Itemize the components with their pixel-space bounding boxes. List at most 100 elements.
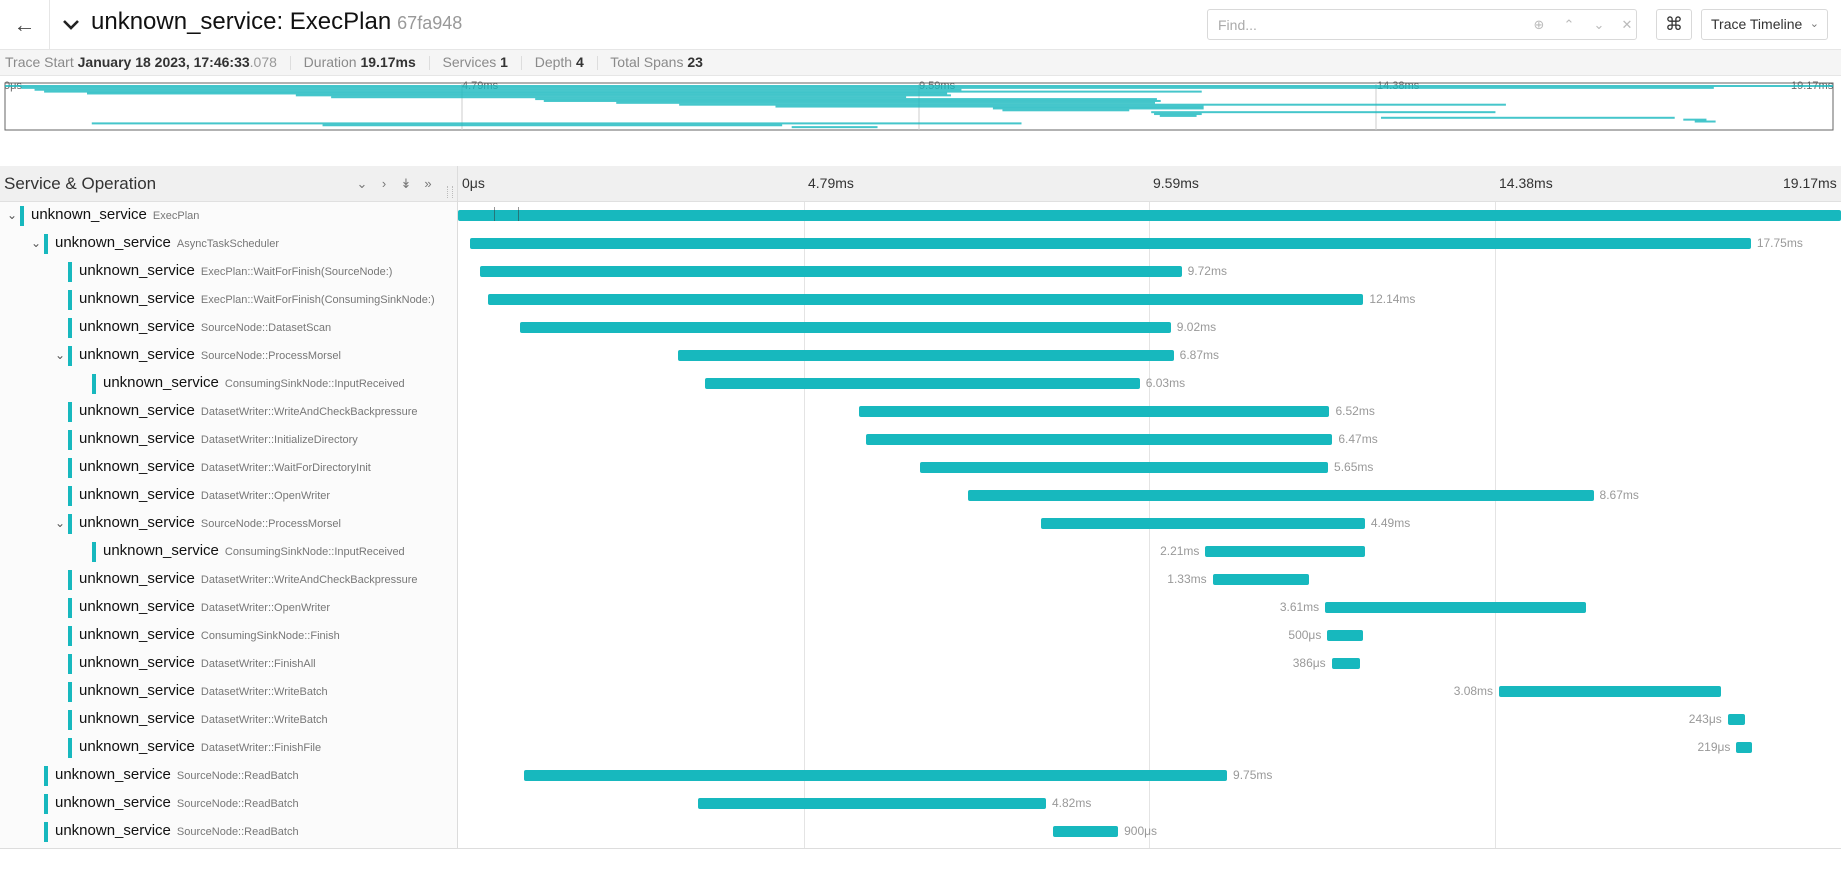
chevron-down-icon[interactable]: ⌄ bbox=[1593, 17, 1605, 32]
back-button[interactable]: ← bbox=[0, 0, 50, 50]
span-service-name[interactable]: unknown_service DatasetWriter::OpenWriter bbox=[79, 486, 330, 503]
locate-icon[interactable]: ⊕ bbox=[1533, 17, 1545, 32]
span-bar[interactable] bbox=[698, 798, 1046, 809]
span-row[interactable]: unknown_service DatasetWriter::OpenWriter… bbox=[0, 482, 1841, 510]
span-row[interactable]: unknown_service DatasetWriter::WaitForDir… bbox=[0, 454, 1841, 482]
span-row[interactable]: unknown_service SourceNode::ReadBatch 9.75… bbox=[0, 762, 1841, 790]
span-service-name[interactable]: unknown_service AsyncTaskScheduler bbox=[55, 234, 279, 251]
span-bar[interactable] bbox=[968, 490, 1594, 501]
span-row[interactable]: unknown_service DatasetWriter::WriteAndCh… bbox=[0, 398, 1841, 426]
view-mode-select[interactable]: Trace Timeline ⌄ bbox=[1701, 9, 1828, 40]
span-toggle-icon[interactable]: ⌄ bbox=[30, 236, 42, 250]
chevron-down-icon[interactable] bbox=[61, 14, 81, 34]
span-service-name[interactable]: unknown_service ExecPlan bbox=[31, 206, 199, 223]
span-bar[interactable] bbox=[520, 322, 1171, 333]
span-row[interactable]: unknown_service ExecPlan::WaitForFinish(C… bbox=[0, 286, 1841, 314]
span-bar[interactable] bbox=[1053, 826, 1119, 837]
span-bar[interactable] bbox=[487, 294, 1364, 305]
span-service-name[interactable]: unknown_service SourceNode::ReadBatch bbox=[55, 822, 299, 839]
span-bar[interactable] bbox=[523, 770, 1228, 781]
span-service-name[interactable]: unknown_service SourceNode::ReadBatch bbox=[55, 794, 299, 811]
close-icon[interactable]: ✕ bbox=[1621, 17, 1633, 32]
span-row[interactable]: unknown_service ExecPlan::WaitForFinish(S… bbox=[0, 258, 1841, 286]
span-row[interactable]: ⌄ unknown_service AsyncTaskScheduler 17.75m… bbox=[0, 230, 1841, 258]
span-log-marker[interactable] bbox=[518, 207, 519, 221]
span-service-name[interactable]: unknown_service DatasetWriter::WriteBatch bbox=[79, 710, 328, 727]
span-bar[interactable] bbox=[1331, 658, 1360, 669]
span-service-name[interactable]: unknown_service SourceNode::ReadBatch bbox=[55, 766, 299, 783]
span-service-name[interactable]: unknown_service DatasetWriter::WaitForDir… bbox=[79, 458, 371, 475]
collapse-all-icon[interactable]: ↡ bbox=[400, 176, 412, 191]
span-row[interactable]: unknown_service SourceNode::DatasetScan 9.… bbox=[0, 314, 1841, 342]
span-service-name[interactable]: unknown_service SourceNode::ProcessMorsel bbox=[79, 346, 341, 363]
span-service-name[interactable]: unknown_service DatasetWriter::FinishFile bbox=[79, 738, 321, 755]
span-bar[interactable] bbox=[480, 266, 1182, 277]
span-service-name[interactable]: unknown_service ConsumingSinkNode::InputR… bbox=[103, 542, 405, 559]
span-row[interactable]: unknown_service DatasetWriter::FinishFile… bbox=[0, 734, 1841, 762]
span-service-name[interactable]: unknown_service DatasetWriter::Initialize… bbox=[79, 430, 358, 447]
span-service-name[interactable]: unknown_service DatasetWriter::OpenWriter bbox=[79, 598, 330, 615]
span-service-name[interactable]: unknown_service ExecPlan::WaitForFinish(C… bbox=[79, 290, 435, 307]
span-log-marker[interactable] bbox=[494, 207, 495, 221]
keyboard-shortcuts-button[interactable]: ⌘ bbox=[1656, 9, 1692, 40]
operation-name: DatasetWriter::OpenWriter bbox=[200, 602, 331, 614]
find-input[interactable] bbox=[1218, 16, 1518, 34]
expand-all-icon[interactable]: » bbox=[424, 176, 432, 191]
span-row[interactable]: ⌄ unknown_service ExecPlan bbox=[0, 202, 1841, 230]
span-bar[interactable] bbox=[1727, 714, 1746, 725]
span-service-name[interactable]: unknown_service ConsumingSinkNode::Finish bbox=[79, 626, 340, 643]
span-bar[interactable] bbox=[470, 238, 1751, 249]
span-service-name[interactable]: unknown_service SourceNode::ProcessMorsel bbox=[79, 514, 341, 531]
span-row[interactable]: unknown_service SourceNode::ReadBatch 900μ… bbox=[0, 818, 1841, 846]
span-toggle-icon[interactable]: ⌄ bbox=[54, 348, 66, 362]
span-service-name[interactable]: unknown_service DatasetWriter::WriteBatch bbox=[79, 682, 328, 699]
span-bar[interactable] bbox=[859, 406, 1330, 417]
chevron-up-icon[interactable]: ⌃ bbox=[1563, 17, 1575, 32]
span-bar[interactable] bbox=[920, 462, 1329, 473]
span-row[interactable]: ⌄ unknown_service SourceNode::ProcessMorse… bbox=[0, 342, 1841, 370]
splitter-handle[interactable] bbox=[447, 186, 453, 198]
span-bar[interactable] bbox=[1327, 630, 1364, 641]
span-row[interactable]: ⌄ unknown_service SourceNode::ProcessMorse… bbox=[0, 510, 1841, 538]
span-row[interactable]: unknown_service DatasetWriter::WriteAndCh… bbox=[0, 566, 1841, 594]
trace-title: unknown_service: ExecPlan 67fa948 bbox=[91, 8, 462, 36]
span-bar[interactable] bbox=[865, 434, 1333, 445]
span-service-name[interactable]: unknown_service DatasetWriter::FinishAll bbox=[79, 654, 316, 671]
span-row[interactable]: unknown_service DatasetWriter::Initialize… bbox=[0, 426, 1841, 454]
span-bar[interactable] bbox=[1499, 686, 1722, 697]
span-row[interactable]: unknown_service DatasetWriter::OpenWriter… bbox=[0, 594, 1841, 622]
service-name: unknown_service bbox=[55, 234, 171, 251]
span-bar[interactable] bbox=[1325, 602, 1586, 613]
span-row[interactable]: unknown_service ConsumingSinkNode::Finish… bbox=[0, 622, 1841, 650]
span-bar[interactable] bbox=[704, 378, 1140, 389]
span-row[interactable]: unknown_service DatasetWriter::FinishAll 3… bbox=[0, 650, 1841, 678]
span-service-name[interactable]: unknown_service ExecPlan::WaitForFinish(S… bbox=[79, 262, 392, 279]
timeline-tick: 14.38ms bbox=[1499, 175, 1553, 191]
span-service-name[interactable]: unknown_service SourceNode::DatasetScan bbox=[79, 318, 331, 335]
service-color-bar bbox=[68, 262, 72, 282]
span-toggle-icon[interactable]: ⌄ bbox=[54, 516, 66, 530]
trace-minimap[interactable]: 0μs 4.79ms 9.59ms 14.38ms 19.17ms bbox=[0, 76, 1841, 158]
span-bar[interactable] bbox=[1212, 574, 1309, 585]
span-service-name[interactable]: unknown_service ConsumingSinkNode::InputR… bbox=[103, 374, 405, 391]
span-service-name[interactable]: unknown_service DatasetWriter::WriteAndCh… bbox=[79, 570, 418, 587]
minimap-canvas[interactable] bbox=[0, 76, 1841, 158]
span-service-name[interactable]: unknown_service DatasetWriter::WriteAndCh… bbox=[79, 402, 418, 419]
span-bar[interactable] bbox=[1040, 518, 1365, 529]
timeline-tick: 9.59ms bbox=[1153, 175, 1199, 191]
span-row[interactable]: unknown_service DatasetWriter::WriteBatch… bbox=[0, 678, 1841, 706]
span-toggle-icon[interactable]: ⌄ bbox=[6, 208, 18, 222]
total-spans-label: Total Spans bbox=[610, 54, 684, 70]
span-bar[interactable] bbox=[1736, 742, 1753, 753]
span-row[interactable]: unknown_service ConsumingSinkNode::InputR… bbox=[0, 370, 1841, 398]
column-splitter[interactable] bbox=[457, 166, 458, 848]
span-row[interactable]: unknown_service ConsumingSinkNode::InputR… bbox=[0, 538, 1841, 566]
span-row[interactable]: unknown_service SourceNode::ReadBatch 4.82… bbox=[0, 790, 1841, 818]
span-row[interactable]: unknown_service DatasetWriter::WriteBatch… bbox=[0, 706, 1841, 734]
span-bar[interactable] bbox=[458, 210, 1841, 221]
expand-one-icon[interactable]: › bbox=[381, 176, 387, 191]
span-bar[interactable] bbox=[678, 350, 1174, 361]
collapse-one-icon[interactable]: ⌄ bbox=[356, 176, 368, 191]
services-value: 1 bbox=[500, 54, 508, 70]
span-bar[interactable] bbox=[1205, 546, 1365, 557]
